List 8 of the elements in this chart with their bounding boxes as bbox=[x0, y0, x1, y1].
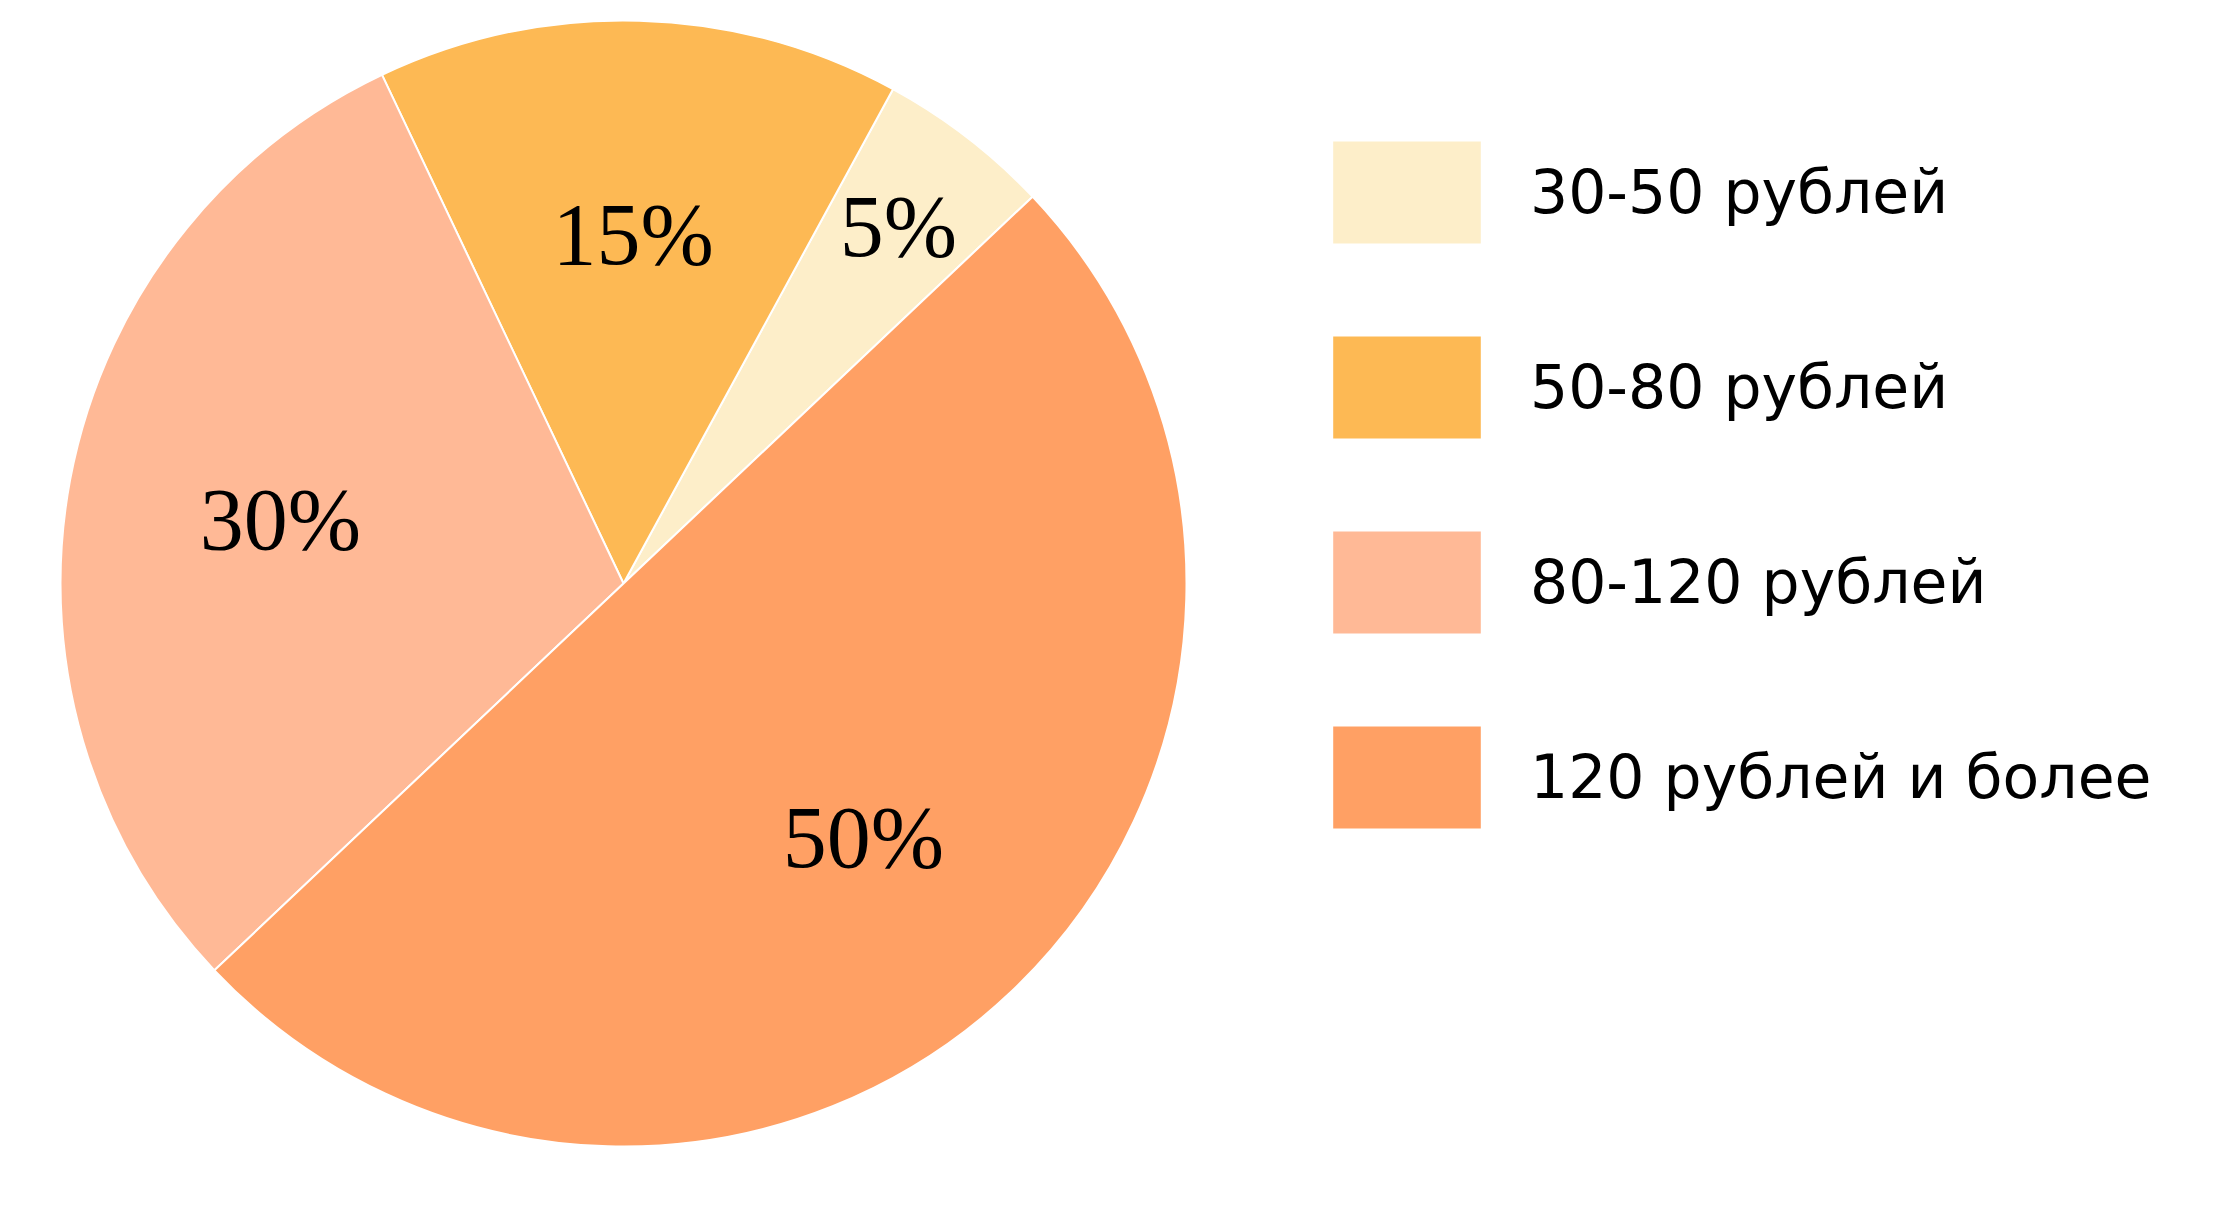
data-label: 15% bbox=[552, 186, 714, 284]
legend-label: 50-80 рублей bbox=[1530, 351, 1949, 424]
data-label: 50% bbox=[782, 788, 944, 886]
data-label: 5% bbox=[839, 178, 957, 276]
legend-label: 120 рублей и более bbox=[1530, 741, 2152, 814]
legend-label: 80-120 рублей bbox=[1530, 546, 1987, 619]
legend-label: 30-50 рублей bbox=[1530, 156, 1949, 229]
data-label: 30% bbox=[199, 470, 362, 568]
